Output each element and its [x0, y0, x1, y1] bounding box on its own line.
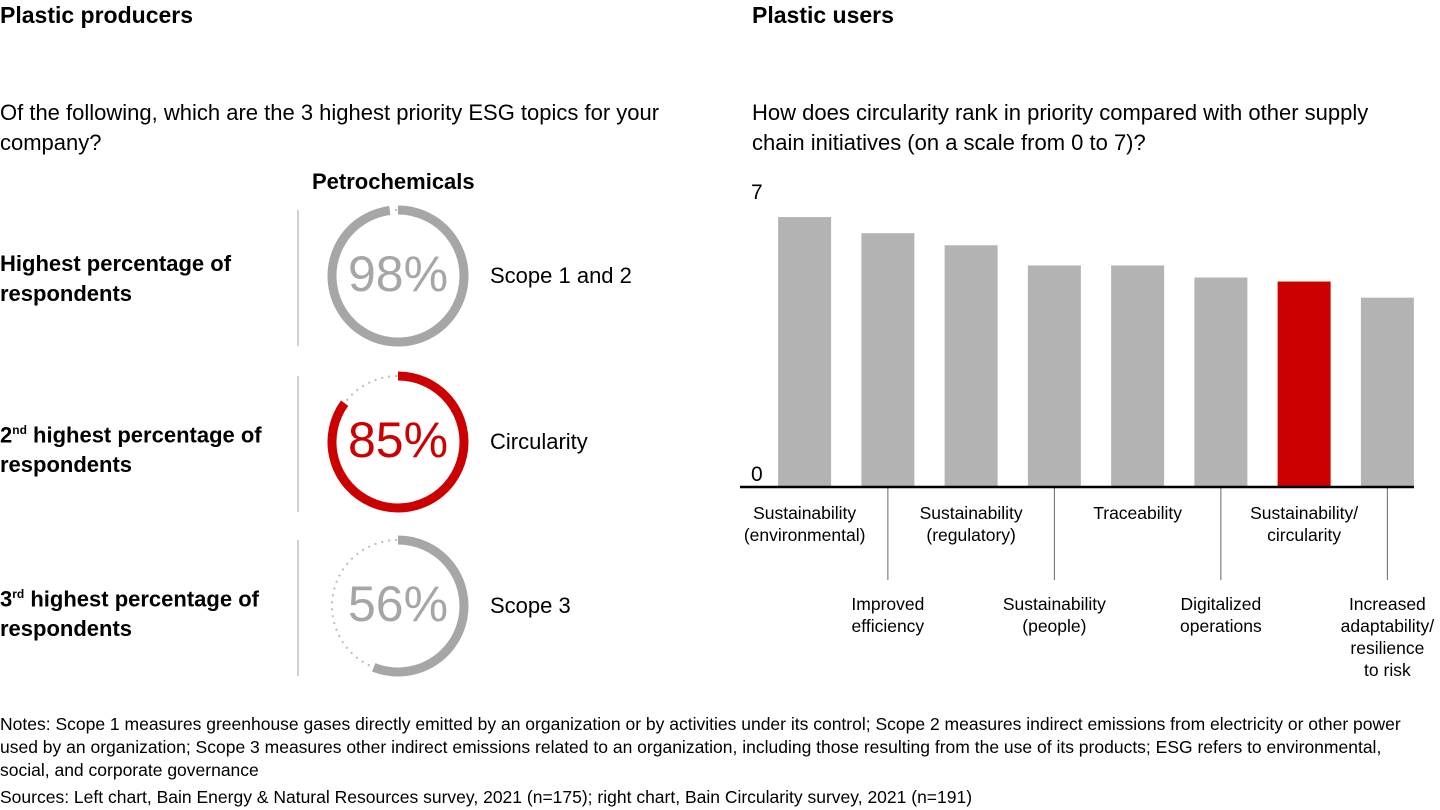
gauge-arc — [327, 371, 469, 513]
topic-label: Scope 3 — [490, 593, 571, 618]
row-label-suffix: rd — [12, 587, 25, 601]
bar — [944, 245, 998, 487]
bar — [1277, 281, 1331, 487]
value-label: 98% — [347, 246, 449, 302]
row-label-text: highest percentage of respondents — [0, 586, 259, 642]
row-label-text: highest percentage of respondents — [0, 422, 262, 478]
x-tick-label: Sustainability (people) — [1002, 594, 1106, 636]
x-tick-label: Digitalized operations — [1180, 594, 1262, 636]
row-label-ordinal: 2 — [0, 422, 13, 448]
sources: Sources: Left chart, Bain Energy & Natur… — [0, 787, 973, 807]
bar — [778, 217, 832, 488]
row-label-text: Highest percentage of respondents — [0, 251, 232, 306]
row-label: 2nd highest percentage of respondents — [0, 415, 280, 480]
x-tick-label: Improved efficiency — [851, 594, 925, 636]
bar — [861, 233, 915, 487]
bar — [1111, 265, 1165, 487]
x-tick-label: Sustainability/ circularity — [1250, 503, 1359, 545]
left-subtitle: Of the following, which are the 3 highes… — [0, 100, 660, 155]
value-label: 56% — [347, 576, 449, 632]
row-label: 3rd highest percentage of respondents — [0, 579, 280, 644]
gauge-arc — [372, 535, 469, 677]
value-label: 85% — [347, 412, 449, 468]
topic-label: Circularity — [490, 429, 588, 454]
notes: Notes: Scope 1 measures greenhouse gases… — [0, 714, 1401, 780]
bar — [1360, 297, 1414, 487]
x-tick-label: Traceability — [1093, 503, 1183, 523]
right-title: Plastic users — [752, 2, 894, 28]
bar — [1027, 265, 1081, 487]
row-label: Highest percentage of respondents — [0, 249, 280, 309]
x-tick-label: Sustainability (regulatory) — [919, 503, 1023, 545]
y-tick-label: 0 — [751, 463, 763, 486]
x-tick-label: Increased adaptability/ resilience to ri… — [1340, 594, 1435, 680]
y-tick-label: 7 — [751, 181, 763, 204]
topic-label: Scope 1 and 2 — [490, 263, 632, 288]
row-label-ordinal: 3 — [0, 586, 13, 612]
x-tick-label: Sustainability (environmental) — [743, 503, 866, 545]
gauge-arc — [327, 205, 469, 347]
right-subtitle: How does circularity rank in priority co… — [752, 100, 1369, 155]
left-title: Plastic producers — [0, 2, 194, 28]
row-label-suffix: nd — [12, 423, 27, 437]
series-header: Petrochemicals — [312, 169, 475, 194]
bar — [1194, 277, 1248, 487]
